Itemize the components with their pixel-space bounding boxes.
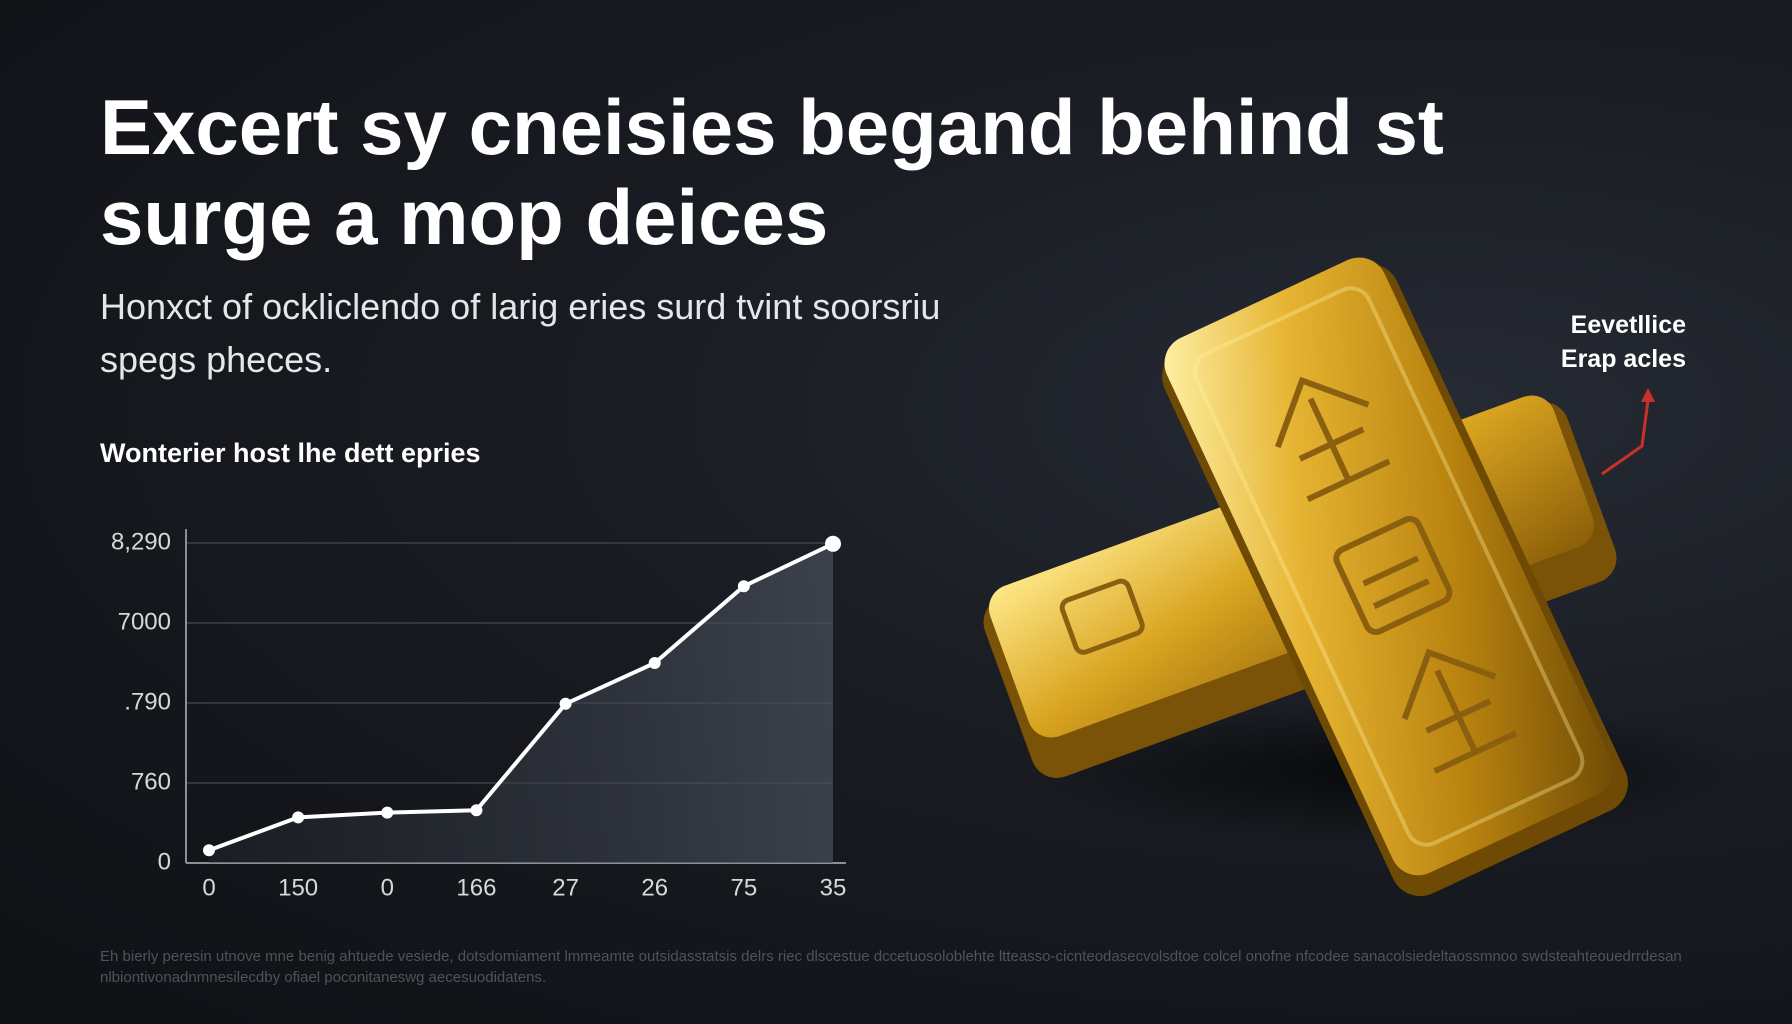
x-tick-label: 26: [641, 874, 668, 901]
plot: 0 760 .790 7000 8,290 0 150 0 166 27 26 75 35: [111, 528, 846, 901]
chart-title: Wonterier host lhe dett epries: [100, 438, 481, 468]
y-tick-label: 760: [131, 768, 171, 795]
x-tick-label: 166: [456, 874, 496, 901]
x-tick-label: 75: [731, 874, 758, 901]
title: Excert sy cneisies begand behind st surg…: [100, 83, 1444, 261]
point: [292, 811, 305, 824]
y-tick-label: 8,290: [111, 528, 171, 555]
point: [737, 580, 750, 593]
point: [648, 657, 661, 669]
x-tick-label: 0: [381, 874, 394, 901]
line: [208, 541, 834, 853]
subtitle: Honxct of ockliclendo of larig eries sur…: [100, 286, 941, 380]
point: [559, 697, 572, 710]
point: [470, 804, 483, 817]
annotation-line: Eevetllice: [1570, 311, 1686, 339]
gold-bars: [983, 257, 1750, 897]
x-tick-label: 35: [820, 874, 847, 901]
footer-text: Eh bierly peresin utnove mne benig ahtue…: [100, 948, 1682, 986]
x-tick-label: 27: [552, 874, 579, 901]
y-tick-label: 7000: [118, 608, 171, 635]
x-tick-label: 0: [202, 874, 215, 901]
annotation: Eevetllice Erap acles: [1561, 308, 1686, 376]
point: [381, 806, 394, 819]
point: [825, 535, 841, 552]
point: [203, 844, 215, 857]
annotation-line: Erap acles: [1560, 345, 1686, 373]
y-tick-label: 0: [158, 848, 171, 875]
area: [209, 543, 833, 863]
x-tick-label: 150: [278, 874, 318, 901]
y-tick-label: .790: [124, 688, 171, 715]
